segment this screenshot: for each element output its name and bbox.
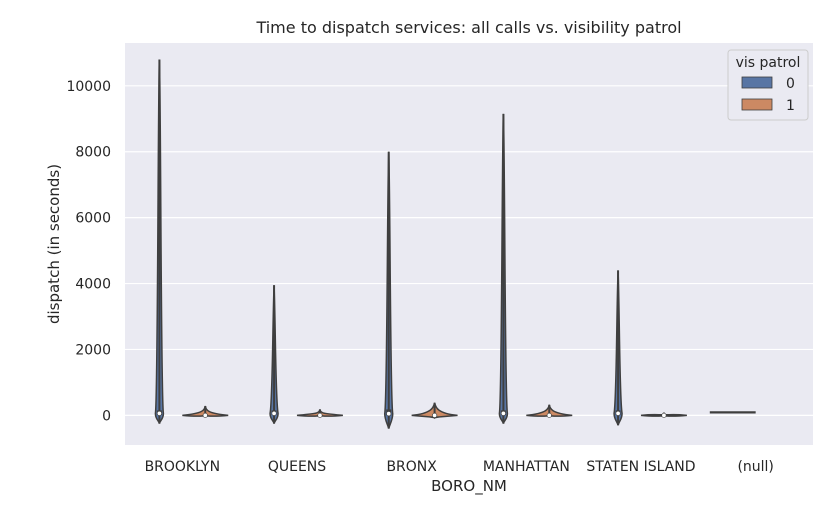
y-tick-label: 8000 [75, 145, 111, 161]
y-axis-label: dispatch (in seconds) [45, 164, 63, 324]
violin-median-dot [156, 410, 162, 416]
legend-swatch-1 [741, 98, 773, 111]
chart-title: Time to dispatch services: all calls vs.… [255, 18, 681, 37]
y-tick-label: 4000 [75, 277, 111, 293]
y-tick-label: 6000 [75, 211, 111, 227]
violin-median-dot [271, 410, 277, 416]
x-axis-label: BORO_NM [431, 477, 507, 496]
violin-1-manhattan [526, 404, 573, 418]
legend-label-1: 1 [786, 98, 795, 114]
violin-median-dot [661, 412, 667, 418]
violin-1-bronx [411, 402, 458, 420]
legend-swatch-0 [741, 76, 773, 89]
violin-median-dot [317, 412, 323, 418]
x-tick-label: BROOKLYN [145, 459, 221, 475]
violin-median-dot [386, 411, 392, 417]
x-tick-label: QUEENS [268, 459, 326, 475]
violin-0-queens [269, 285, 279, 424]
violin-median-dot [615, 410, 621, 416]
violin-1-queens [296, 409, 343, 418]
y-tick-label: 0 [102, 408, 111, 424]
x-tick-label: STATEN ISLAND [586, 459, 695, 475]
gridlines [125, 85, 813, 416]
y-tick-label: 2000 [75, 342, 111, 358]
violin-0-brooklyn [154, 59, 165, 424]
legend: vis patrol 0 1 [727, 49, 809, 121]
violin-median-dot [500, 410, 506, 416]
violin-0-staten-island [613, 270, 623, 426]
violins [154, 59, 756, 429]
plot-background [125, 43, 813, 445]
violin-0-manhattan [498, 113, 509, 424]
y-tick-labels: 0 2000 4000 6000 8000 10000 [66, 79, 111, 425]
violin-median-dot [202, 412, 208, 418]
violin-1-staten-island [640, 412, 687, 418]
violin-median-dot [546, 412, 552, 418]
violin-1-brooklyn [182, 405, 229, 418]
legend-label-0: 0 [786, 76, 795, 92]
x-tick-labels: BROOKLYN QUEENS BRONX MANHATTAN STATEN ISLAN… [145, 459, 774, 475]
x-tick-label: MANHATTAN [483, 459, 570, 475]
x-tick-label: (null) [737, 459, 773, 475]
y-tick-label: 10000 [66, 79, 111, 95]
violin-median-dot [432, 412, 438, 418]
violin-0-bronx [383, 151, 394, 429]
legend-title: vis patrol [736, 55, 801, 71]
x-tick-label: BRONX [386, 459, 437, 475]
